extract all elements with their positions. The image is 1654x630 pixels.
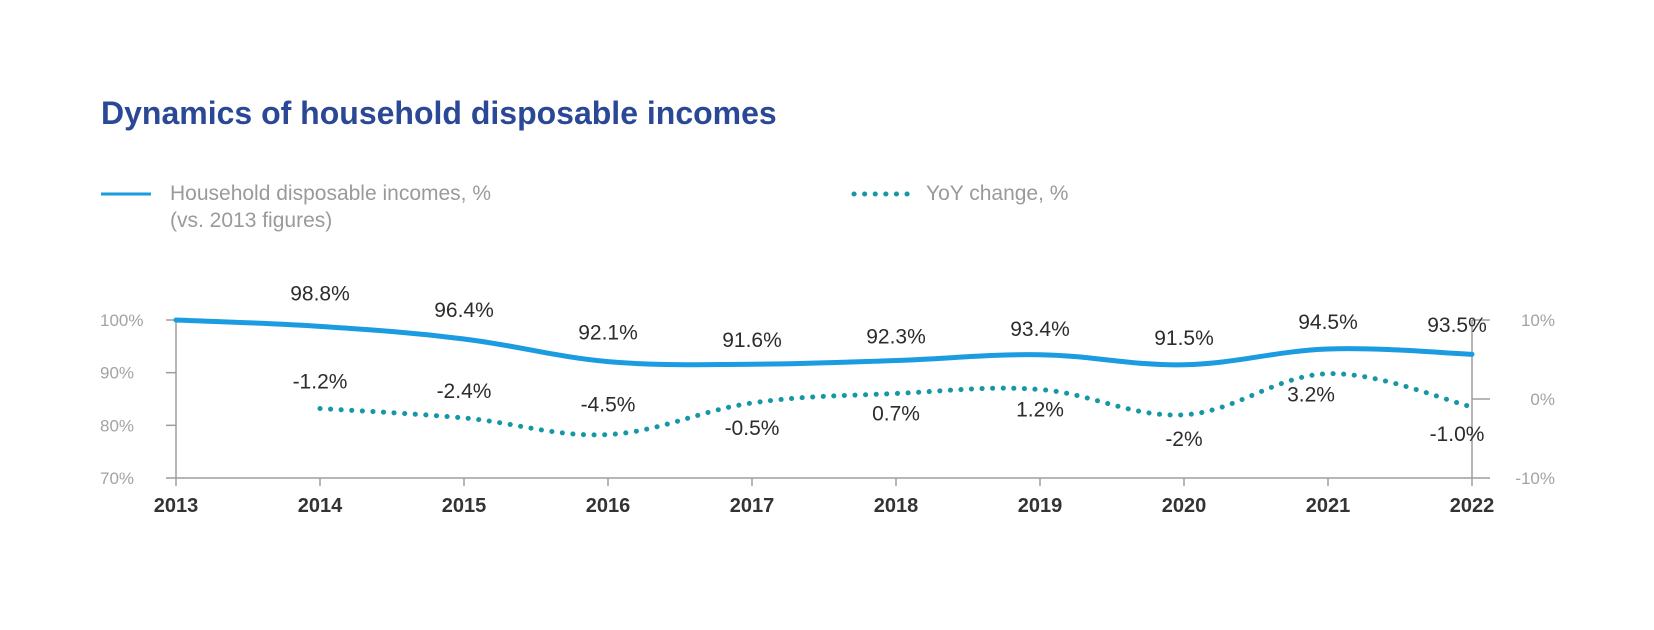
yoy-data-label: -2% <box>1165 428 1202 451</box>
income-data-label: 93.4% <box>1010 318 1070 341</box>
left-tick-label: 100% <box>100 311 143 330</box>
left-tick-label: 70% <box>100 469 134 488</box>
right-tick-label: 0% <box>1530 390 1555 409</box>
series-lines <box>173 317 1475 438</box>
x-tick-label: 2017 <box>730 495 775 517</box>
legend-swatch-solid <box>101 192 151 196</box>
income-data-label: 92.3% <box>866 326 926 349</box>
yoy-data-label: -0.5% <box>725 417 780 440</box>
income-data-label: 91.6% <box>722 329 782 352</box>
x-tick-label: 2015 <box>442 495 487 517</box>
x-tick-label: 2020 <box>1162 495 1207 517</box>
yoy-data-label: -4.5% <box>581 394 636 417</box>
income-data-label: 98.8% <box>290 282 350 305</box>
legend-label-yoy: YoY change, % <box>926 182 1069 205</box>
right-tick-label: -10% <box>1515 469 1555 488</box>
yoy-data-label: -1.2% <box>293 370 348 393</box>
yoy-data-label: -1.0% <box>1430 423 1485 446</box>
legend-label-income: Household disposable incomes, % <box>170 182 492 205</box>
x-tick-label: 2013 <box>154 495 199 517</box>
income-data-label: 92.1% <box>578 322 638 345</box>
x-tick-label: 2021 <box>1306 495 1351 517</box>
data-labels: 98.8% 96.4% 92.1% 91.6% 92.3% 93.4% 91.5% 94.5%… <box>290 282 1487 450</box>
income-data-label: 94.5% <box>1298 311 1358 334</box>
x-tick-label: 2022 <box>1450 495 1495 517</box>
left-tick-label: 80% <box>100 416 134 435</box>
x-tick-label: 2019 <box>1018 495 1063 517</box>
income-data-label: 96.4% <box>434 299 494 322</box>
x-tick-label: 2016 <box>586 495 631 517</box>
yoy-data-label: 0.7% <box>872 402 920 425</box>
series-line-income <box>173 317 1475 368</box>
right-tick-label: 10% <box>1521 311 1555 330</box>
yoy-data-label: 1.2% <box>1016 399 1064 422</box>
legend-swatch-dotted <box>851 191 911 197</box>
x-tick-label: 2014 <box>298 495 343 517</box>
yoy-data-label: -2.4% <box>437 380 492 403</box>
left-tick-label: 90% <box>100 364 134 383</box>
legend-label-income-note: (vs. 2013 figures) <box>170 209 333 232</box>
axes: 100% 90% 80% 70% 10% 0% -10% 2013 2014 2015 2016 20… <box>100 311 1555 517</box>
income-data-label: 91.5% <box>1154 327 1214 350</box>
yoy-data-label: 3.2% <box>1287 384 1335 407</box>
income-data-label: 93.5% <box>1427 314 1487 337</box>
chart-title: Dynamics of household disposable incomes <box>101 95 777 131</box>
x-tick-label: 2018 <box>874 495 919 517</box>
